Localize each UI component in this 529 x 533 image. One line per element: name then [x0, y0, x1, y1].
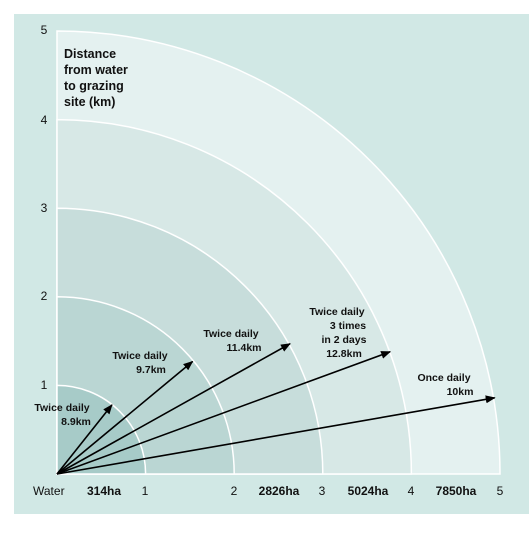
trip-label-10km: Once daily 10km: [417, 372, 473, 398]
y-axis-label-line: Distance: [64, 47, 116, 61]
trip-label-line: Once daily: [417, 372, 470, 384]
x-origin-label: Water: [33, 484, 65, 498]
trip-label-line: Twice daily: [203, 328, 258, 340]
y-tick-5: 5: [41, 23, 48, 37]
trip-label-line: Twice daily: [34, 402, 89, 414]
y-axis-label: Distance from water to grazing site (km): [64, 47, 128, 109]
area-label-2826ha: 2826ha: [259, 484, 300, 498]
trip-label-line: 9.7km: [136, 364, 166, 376]
trip-arrows: [56, 343, 496, 475]
distance-band-1km: [56, 384, 147, 475]
trip-label-line: Twice daily: [112, 350, 167, 362]
x-axis-labels: Water 314ha 1 2 2826ha 3 5024ha 4 7850ha…: [33, 484, 504, 498]
y-axis-label-line: to grazing: [64, 79, 124, 93]
trip-label-line: Twice daily: [309, 306, 364, 318]
trip-label-9.7km: Twice daily 9.7km: [112, 350, 167, 376]
y-axis-label-line: from water: [64, 63, 128, 77]
trip-arrow-5: [56, 395, 496, 475]
trip-arrow-2: [56, 360, 194, 475]
trip-arrow-1: [56, 404, 113, 475]
x-tick-4: 4: [408, 484, 415, 498]
y-tick-2: 2: [41, 289, 48, 303]
trip-labels: Twice daily 8.9km Twice daily 9.7km Twic…: [34, 306, 473, 428]
x-tick-1: 1: [142, 484, 149, 498]
trip-label-line: 12.8km: [326, 348, 362, 360]
trip-label-line: 11.4km: [226, 342, 261, 354]
area-label-5024ha: 5024ha: [348, 484, 389, 498]
y-axis-label-line: site (km): [64, 95, 115, 109]
area-label-7850ha: 7850ha: [436, 484, 477, 498]
trip-label-line: 8.9km: [61, 416, 91, 428]
y-tick-3: 3: [41, 201, 48, 215]
trip-arrow-4: [56, 350, 392, 475]
x-tick-2: 2: [231, 484, 238, 498]
trip-arrow-3: [56, 343, 291, 475]
trip-label-8.9km: Twice daily 8.9km: [34, 402, 91, 428]
trip-label-line: 3 times: [330, 320, 366, 332]
trip-label-line: 10km: [447, 386, 474, 398]
trip-label-12.8km: Twice daily 3 times in 2 days 12.8km: [309, 306, 366, 360]
distance-bands: [56, 30, 501, 475]
x-tick-5: 5: [497, 484, 504, 498]
y-tick-4: 4: [41, 113, 48, 127]
area-label-314ha: 314ha: [87, 484, 121, 498]
x-tick-3: 3: [319, 484, 326, 498]
y-tick-1: 1: [41, 378, 48, 392]
trip-label-line: in 2 days: [322, 334, 367, 346]
trip-label-11.4km: Twice daily 11.4km: [203, 328, 261, 354]
y-axis-ticks: 5 4 3 2 1: [41, 23, 48, 392]
